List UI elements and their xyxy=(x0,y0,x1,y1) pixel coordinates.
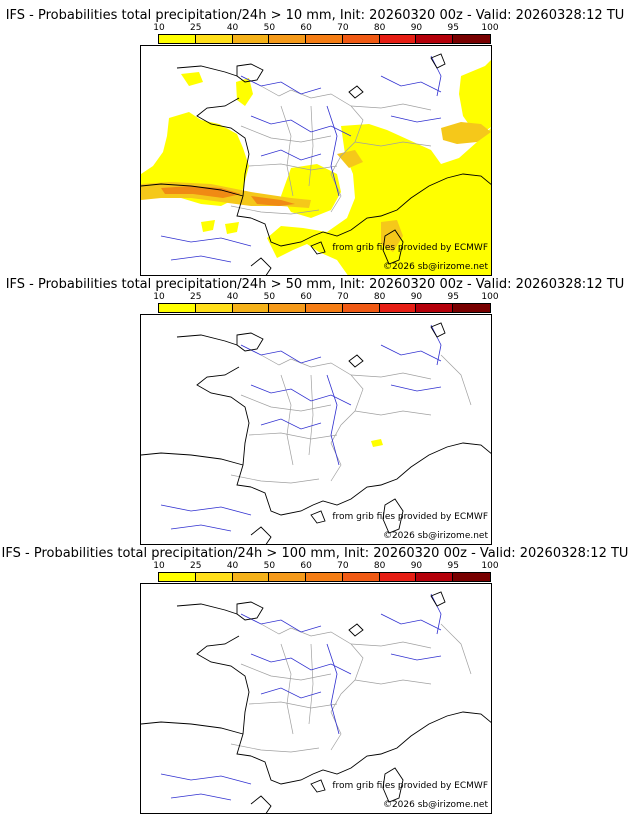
colorbar-segment xyxy=(232,35,270,43)
colorbar-segment xyxy=(159,304,196,312)
colorbar-segment xyxy=(269,304,307,312)
colorbar-segment xyxy=(416,573,454,581)
colorbar-segment xyxy=(159,573,196,581)
map-area: from grib files provided by ECMWF ©2026 … xyxy=(140,314,492,545)
colorbar xyxy=(158,34,491,44)
map-area: from grib files provided by ECMWF ©2026 … xyxy=(140,583,492,814)
colorbar-tick-label: 100 xyxy=(481,23,499,33)
colorbar-segment xyxy=(232,304,270,312)
colorbar-tick-label: 50 xyxy=(263,561,276,571)
map-panel-50mm: IFS - Probabilities total precipitation/… xyxy=(0,277,630,547)
map-panel-10mm: IFS - Probabilities total precipitation/… xyxy=(0,8,630,278)
colorbar-tick-label: 40 xyxy=(226,561,239,571)
rivers xyxy=(160,324,442,532)
colorbar-tick-label: 100 xyxy=(481,561,499,571)
colorbar-segment xyxy=(453,304,490,312)
rivers xyxy=(160,593,442,801)
colorbar-tick-label: 40 xyxy=(226,292,239,302)
colorbar-tick-label: 80 xyxy=(373,23,386,33)
colorbar-segment xyxy=(195,35,233,43)
colorbar-segment xyxy=(379,573,417,581)
precipitation-probability-shading xyxy=(371,439,383,447)
colorbar-labels: 10 25 40 50 60 70 80 90 95 100 xyxy=(153,23,498,34)
colorbar-tick-label: 50 xyxy=(263,23,276,33)
colorbar-tick-label: 70 xyxy=(337,561,349,571)
colorbar-segment xyxy=(232,573,270,581)
colorbar-tick-label: 10 xyxy=(153,561,165,571)
country-borders xyxy=(230,623,472,753)
colorbar-segment xyxy=(342,573,380,581)
colorbar-segment xyxy=(453,573,490,581)
map-graphic xyxy=(141,322,491,544)
colorbar-segment xyxy=(379,35,417,43)
colorbar-tick-label: 60 xyxy=(300,561,312,571)
panel-title: IFS - Probabilities total precipitation/… xyxy=(5,8,625,23)
colorbar-segment xyxy=(269,35,307,43)
coastlines xyxy=(141,322,491,544)
colorbar-tick-label: 70 xyxy=(337,292,349,302)
panel-title: IFS - Probabilities total precipitation/… xyxy=(5,277,625,292)
colorbar-labels: 10 25 40 50 60 70 80 90 95 100 xyxy=(153,561,498,572)
colorbar-segment xyxy=(379,304,417,312)
data-source-credit: from grib files provided by ECMWF xyxy=(332,512,488,522)
coastlines xyxy=(141,591,491,813)
colorbar-segment xyxy=(453,35,490,43)
map-graphic xyxy=(141,591,491,813)
colorbar xyxy=(158,572,491,582)
colorbar-tick-label: 90 xyxy=(410,561,423,571)
colorbar-labels: 10 25 40 50 60 70 80 90 95 100 xyxy=(153,292,498,303)
colorbar-segment xyxy=(306,304,343,312)
colorbar-tick-label: 10 xyxy=(153,23,165,33)
panel-title: IFS - Probabilities total precipitation/… xyxy=(1,546,629,561)
colorbar-segment xyxy=(342,304,380,312)
map-graphic xyxy=(141,53,491,275)
colorbar-tick-label: 25 xyxy=(190,561,202,571)
map-area: from grib files provided by ECMWF ©2026 … xyxy=(140,45,492,276)
precipitation-probability-shading xyxy=(141,60,491,275)
colorbar-segment xyxy=(306,573,343,581)
copyright-credit: ©2026 sb@irizome.net xyxy=(382,531,488,541)
colorbar-tick-label: 40 xyxy=(226,23,239,33)
colorbar-tick-label: 25 xyxy=(190,292,202,302)
rivers xyxy=(160,55,442,263)
country-borders xyxy=(230,85,432,215)
colorbar-tick-label: 90 xyxy=(410,23,423,33)
colorbar-segment xyxy=(159,35,196,43)
colorbar-segment xyxy=(306,35,343,43)
colorbar-segment xyxy=(269,573,307,581)
colorbar-tick-label: 80 xyxy=(373,561,386,571)
data-source-credit: from grib files provided by ECMWF xyxy=(332,781,488,791)
colorbar-segment xyxy=(342,35,380,43)
data-source-credit: from grib files provided by ECMWF xyxy=(332,243,488,253)
copyright-credit: ©2026 sb@irizome.net xyxy=(382,262,488,272)
map-panel-100mm: IFS - Probabilities total precipitation/… xyxy=(0,546,630,816)
coastlines xyxy=(141,53,491,275)
colorbar-tick-label: 100 xyxy=(481,292,499,302)
colorbar-tick-label: 10 xyxy=(153,292,165,302)
colorbar-segment xyxy=(195,304,233,312)
colorbar-tick-label: 60 xyxy=(300,292,312,302)
colorbar-segment xyxy=(195,573,233,581)
colorbar-tick-label: 60 xyxy=(300,23,312,33)
colorbar-segment xyxy=(416,304,454,312)
copyright-credit: ©2026 sb@irizome.net xyxy=(382,800,488,810)
colorbar-tick-label: 70 xyxy=(337,23,349,33)
colorbar-tick-label: 90 xyxy=(410,292,423,302)
country-borders xyxy=(230,354,472,484)
colorbar-tick-label: 80 xyxy=(373,292,386,302)
colorbar-tick-label: 95 xyxy=(447,561,459,571)
colorbar-tick-label: 50 xyxy=(263,292,276,302)
colorbar xyxy=(158,303,491,313)
colorbar-tick-label: 25 xyxy=(190,23,202,33)
colorbar-tick-label: 95 xyxy=(447,23,459,33)
colorbar-tick-label: 95 xyxy=(447,292,459,302)
colorbar-segment xyxy=(416,35,454,43)
